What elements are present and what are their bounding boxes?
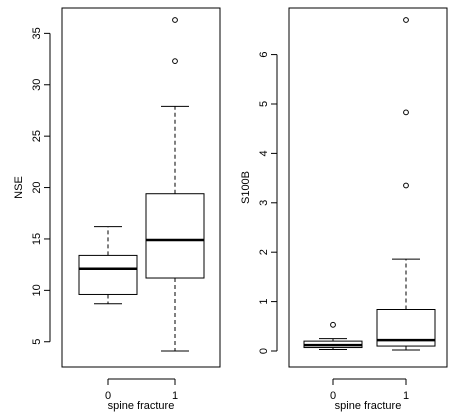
outlier-point <box>403 109 409 116</box>
y-tick-label: 5 <box>31 339 43 345</box>
plot-frame <box>61 7 221 368</box>
y-tick-label: 5 <box>258 101 270 107</box>
x-axis-label: spine fracture <box>335 400 402 412</box>
outlier-point <box>403 182 409 189</box>
box-0 <box>78 226 138 305</box>
outlier-point <box>172 17 178 23</box>
y-axis-label: S100B <box>240 171 252 204</box>
iqr-box <box>78 254 138 295</box>
y-tick-label: 15 <box>31 233 43 245</box>
plot-frame <box>288 7 448 368</box>
x-tick-label: 0 <box>330 390 336 402</box>
y-tick-label: 10 <box>31 284 43 296</box>
x-axis-label: spine fracture <box>108 400 175 412</box>
y-tick-label: 35 <box>31 27 43 39</box>
y-tick-label: 20 <box>31 181 43 193</box>
iqr-box <box>145 193 205 279</box>
y-tick-label: 4 <box>258 150 270 156</box>
box-1 <box>376 17 436 351</box>
x-tick-label: 1 <box>172 390 178 402</box>
y-tick-label: 1 <box>258 299 270 305</box>
y-tick-label: 3 <box>258 200 270 206</box>
outlier-point <box>330 321 336 328</box>
outlier-point <box>172 58 178 65</box>
x-tick-label: 1 <box>403 390 409 402</box>
outlier-point <box>403 17 409 23</box>
y-tick-label: 2 <box>258 249 270 255</box>
y-tick-label: 25 <box>31 130 43 142</box>
y-tick-label: 0 <box>258 348 270 354</box>
x-tick-label: 0 <box>105 390 111 402</box>
y-axis-label: NSE <box>13 176 25 199</box>
box-0 <box>303 321 363 351</box>
y-tick-label: 6 <box>258 52 270 58</box>
y-tick-label: 30 <box>31 79 43 91</box>
box-1 <box>145 17 205 352</box>
